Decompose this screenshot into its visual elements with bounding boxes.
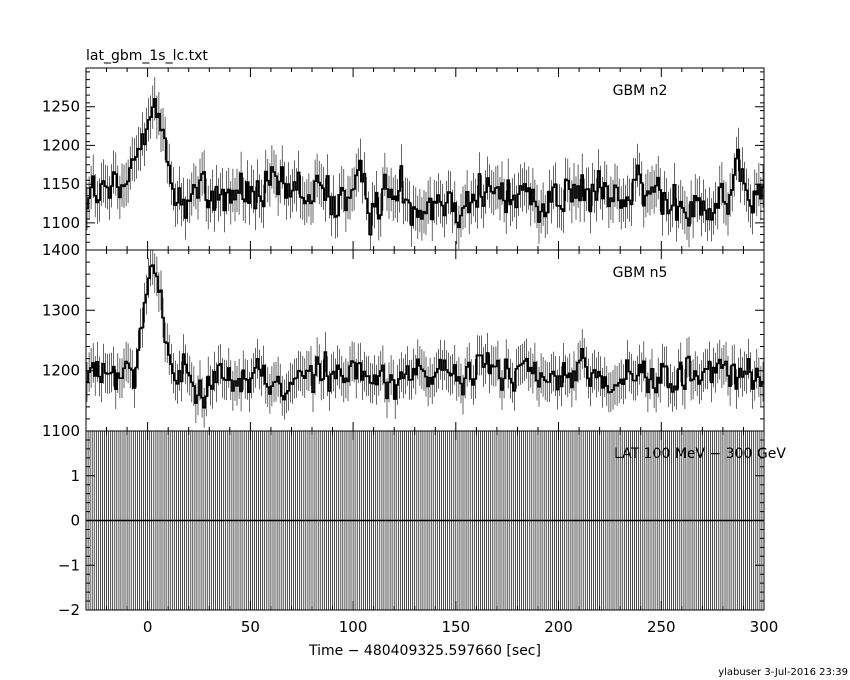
y-tick-label: 1400 [42,241,80,259]
y-tick-label: 0 [70,512,80,530]
panel-2: 1100 1200 1300 1400 GBM n5 [42,241,765,440]
footer-stamp: ylabuser 3-Jul-2016 23:39 [718,667,848,678]
error-bars [86,77,764,250]
y-tick-label: 1200 [42,362,80,380]
y-ticks [86,430,764,611]
panel-label: GBM n5 [613,265,668,281]
panel-1: 1100 1150 1200 1250 GBM n2 [42,67,765,251]
y-tick-label: 1100 [42,214,80,232]
y-tick-label: 1150 [42,175,80,193]
panel-label: LAT 100 MeV − 300 GeV [614,446,786,462]
x-tick-label: 250 [647,618,676,636]
x-tick-label: 200 [544,618,573,636]
x-ticks [85,250,765,431]
x-axis-label: Time − 480409325.597660 [sec] [308,643,541,659]
lightcurve-line [86,98,764,236]
y-tick-label: 1200 [42,136,80,154]
chart-title: lat_gbm_1s_lc.txt [86,48,208,64]
y-tick-label: −2 [58,601,80,619]
y-tick-label: 1300 [42,301,80,319]
x-ticks [85,431,765,610]
y-tick-label: 1250 [42,98,80,116]
y-tick-label: −1 [58,556,80,574]
x-tick-label: 150 [441,618,470,636]
lightcurve-line [86,264,764,409]
x-tick-label: 50 [241,618,260,636]
y-tick-label: 1 [70,467,80,485]
y-ticks [86,71,764,251]
x-tick-label: 0 [143,618,153,636]
x-ticks [85,68,765,250]
x-tick-label: 100 [339,618,368,636]
panel-data [86,431,764,610]
panel-data [86,250,764,428]
panel-data [86,77,764,250]
panel-3: −2 −1 0 1 LAT 100 MeV − 300 GeV [58,430,786,619]
panel-label: GBM n2 [613,83,668,99]
x-tick-label: 300 [750,618,779,636]
y-tick-label: 1100 [42,422,80,440]
